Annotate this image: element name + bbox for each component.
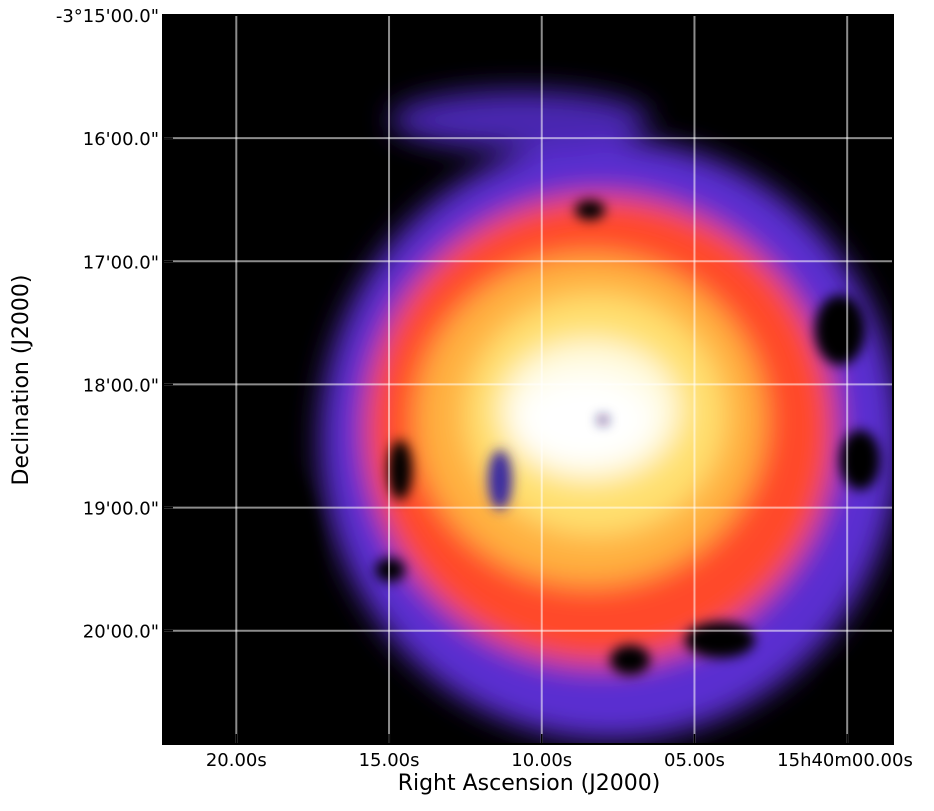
y-tick-label: 16'00.0": [83, 129, 159, 150]
emission: [320, 90, 893, 740]
x-tick-label: 05.00s: [664, 750, 725, 771]
y-tick-label: 18'00.0": [83, 375, 159, 396]
y-axis-label: Declination (J2000): [9, 275, 34, 486]
plot-frame: [162, 14, 894, 745]
y-tick-label: -3°15'00.0": [56, 6, 159, 27]
y-tick-label: 19'00.0": [83, 499, 159, 520]
grid: [163, 14, 893, 744]
y-tick-label: 20'00.0": [83, 622, 159, 643]
y-tick-label: 17'00.0": [83, 252, 159, 273]
x-tick-label: 15h40m00.00s: [777, 750, 913, 771]
x-tick-label: 20.00s: [206, 750, 267, 771]
sky-image: [163, 15, 893, 744]
x-tick-label: 10.00s: [511, 750, 572, 771]
x-tick-label: 15.00s: [359, 750, 420, 771]
x-axis-label: Right Ascension (J2000): [398, 771, 661, 796]
